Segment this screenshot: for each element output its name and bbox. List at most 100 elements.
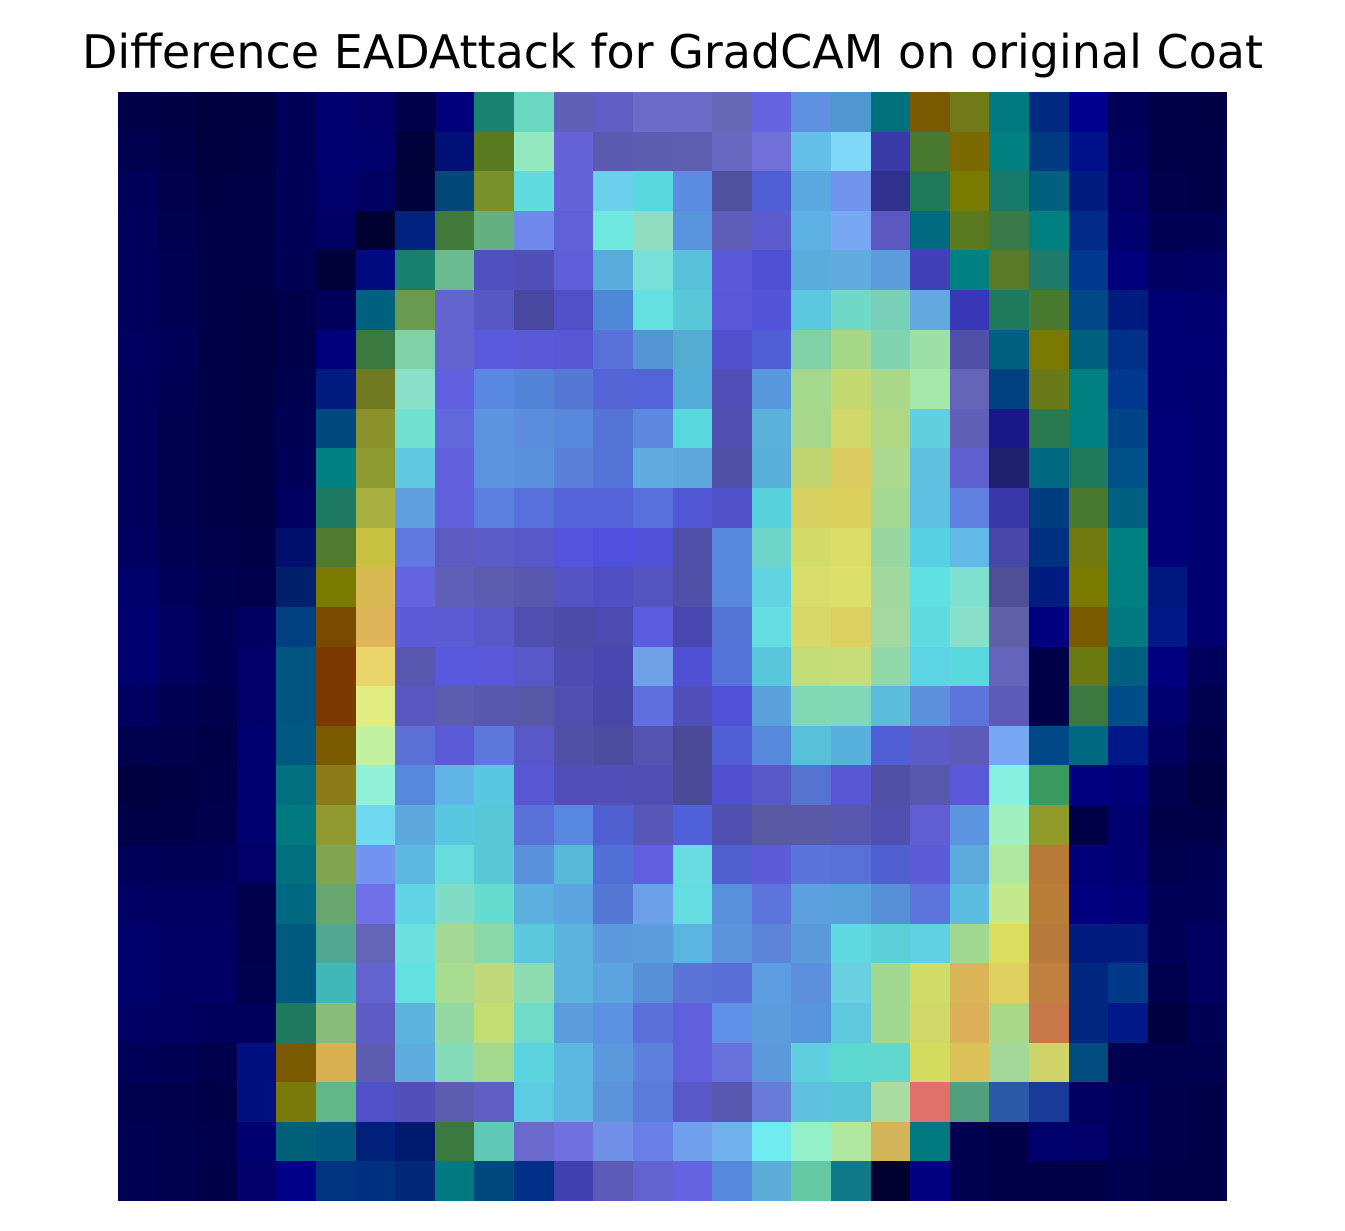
heatmap-cell bbox=[1187, 765, 1227, 805]
heatmap-cell bbox=[870, 250, 911, 291]
heatmap-cell bbox=[949, 448, 990, 489]
heatmap-cell bbox=[236, 488, 277, 528]
heatmap-cell bbox=[632, 1121, 673, 1162]
heatmap-cell bbox=[791, 329, 831, 370]
heatmap-cell bbox=[870, 448, 911, 489]
heatmap-cell bbox=[1068, 1082, 1109, 1122]
heatmap-cell bbox=[712, 725, 752, 766]
heatmap-cell bbox=[514, 131, 554, 172]
heatmap-cell bbox=[751, 210, 792, 251]
heatmap-cell bbox=[870, 488, 911, 528]
heatmap-cell bbox=[1108, 765, 1148, 805]
heatmap-cell bbox=[672, 923, 713, 964]
heatmap-cell bbox=[870, 646, 911, 687]
heatmap-cell bbox=[395, 963, 435, 1003]
heatmap-cell bbox=[236, 1121, 277, 1162]
heatmap-cell bbox=[751, 884, 792, 924]
heatmap-cell bbox=[236, 527, 277, 568]
heatmap-cell bbox=[1068, 963, 1109, 1003]
heatmap-cell bbox=[1108, 250, 1148, 291]
heatmap-cell bbox=[830, 646, 871, 687]
heatmap-cell bbox=[1068, 646, 1109, 687]
heatmap-cell bbox=[553, 804, 594, 845]
heatmap-cell bbox=[989, 923, 1029, 964]
heatmap-cell bbox=[1028, 131, 1069, 172]
heatmap-cell bbox=[1108, 369, 1148, 409]
heatmap-cell bbox=[989, 1161, 1029, 1201]
heatmap-cell bbox=[355, 923, 396, 964]
heatmap-cell bbox=[474, 765, 515, 805]
heatmap-cell bbox=[474, 448, 515, 489]
heatmap-cell bbox=[910, 369, 950, 409]
heatmap-cell bbox=[474, 1042, 515, 1083]
heatmap-cell bbox=[434, 646, 475, 687]
heatmap-cell bbox=[830, 488, 871, 528]
heatmap-cell bbox=[316, 1161, 356, 1201]
heatmap-cell bbox=[276, 804, 317, 845]
heatmap-cell bbox=[672, 725, 713, 766]
heatmap-cell bbox=[355, 1161, 396, 1201]
heatmap-cell bbox=[1108, 488, 1148, 528]
heatmap-cell bbox=[712, 171, 752, 211]
heatmap-cell bbox=[118, 765, 158, 805]
heatmap-cell bbox=[118, 963, 158, 1003]
heatmap-cell bbox=[910, 567, 950, 607]
heatmap-cell bbox=[672, 369, 713, 409]
heatmap-cell bbox=[989, 765, 1029, 805]
heatmap-cell bbox=[672, 527, 713, 568]
heatmap-cell bbox=[316, 408, 356, 449]
heatmap-cell bbox=[989, 567, 1029, 607]
heatmap-cell bbox=[791, 369, 831, 409]
heatmap-cell bbox=[1028, 844, 1069, 885]
heatmap-cell bbox=[910, 1082, 950, 1122]
heatmap-cell bbox=[830, 448, 871, 489]
heatmap-cell bbox=[157, 646, 198, 687]
heatmap-cell bbox=[197, 646, 237, 687]
heatmap-cell bbox=[989, 250, 1029, 291]
heatmap-cell bbox=[474, 646, 515, 687]
heatmap-cell bbox=[910, 329, 950, 370]
heatmap-cell bbox=[949, 606, 990, 647]
heatmap-cell bbox=[632, 844, 673, 885]
heatmap-cell bbox=[870, 567, 911, 607]
heatmap-cell bbox=[910, 290, 950, 330]
heatmap-cell bbox=[1147, 1082, 1188, 1122]
heatmap-cell bbox=[1147, 646, 1188, 687]
heatmap-cell bbox=[751, 329, 792, 370]
heatmap-cell bbox=[870, 290, 911, 330]
heatmap-cell bbox=[474, 567, 515, 607]
heatmap-cell bbox=[593, 567, 633, 607]
heatmap-cell bbox=[118, 131, 158, 172]
heatmap-cell bbox=[989, 963, 1029, 1003]
heatmap-cell bbox=[514, 210, 554, 251]
heatmap-cell bbox=[1028, 408, 1069, 449]
heatmap-cell bbox=[355, 488, 396, 528]
heatmap-cell bbox=[157, 765, 198, 805]
heatmap-cell bbox=[751, 686, 792, 726]
heatmap-cell bbox=[949, 408, 990, 449]
heatmap-cell bbox=[1028, 488, 1069, 528]
heatmap-cell bbox=[712, 488, 752, 528]
heatmap-cell bbox=[355, 369, 396, 409]
heatmap-cell bbox=[118, 210, 158, 251]
heatmap-cell bbox=[989, 844, 1029, 885]
heatmap-cell bbox=[1147, 884, 1188, 924]
heatmap-cell bbox=[355, 686, 396, 726]
heatmap-cell bbox=[751, 250, 792, 291]
heatmap-cell bbox=[1068, 329, 1109, 370]
heatmap-cell bbox=[118, 804, 158, 845]
heatmap-cell bbox=[197, 1002, 237, 1043]
heatmap-cell bbox=[236, 1042, 277, 1083]
heatmap-cell bbox=[355, 171, 396, 211]
heatmap-cell bbox=[395, 369, 435, 409]
heatmap-cell bbox=[118, 1042, 158, 1083]
heatmap-cell bbox=[197, 448, 237, 489]
heatmap-cell bbox=[791, 527, 831, 568]
heatmap-cell bbox=[1108, 1002, 1148, 1043]
heatmap-cell bbox=[593, 804, 633, 845]
heatmap-cell bbox=[276, 250, 317, 291]
heatmap-cell bbox=[1028, 923, 1069, 964]
heatmap-cell bbox=[316, 884, 356, 924]
heatmap-cell bbox=[1108, 884, 1148, 924]
heatmap-cell bbox=[514, 250, 554, 291]
